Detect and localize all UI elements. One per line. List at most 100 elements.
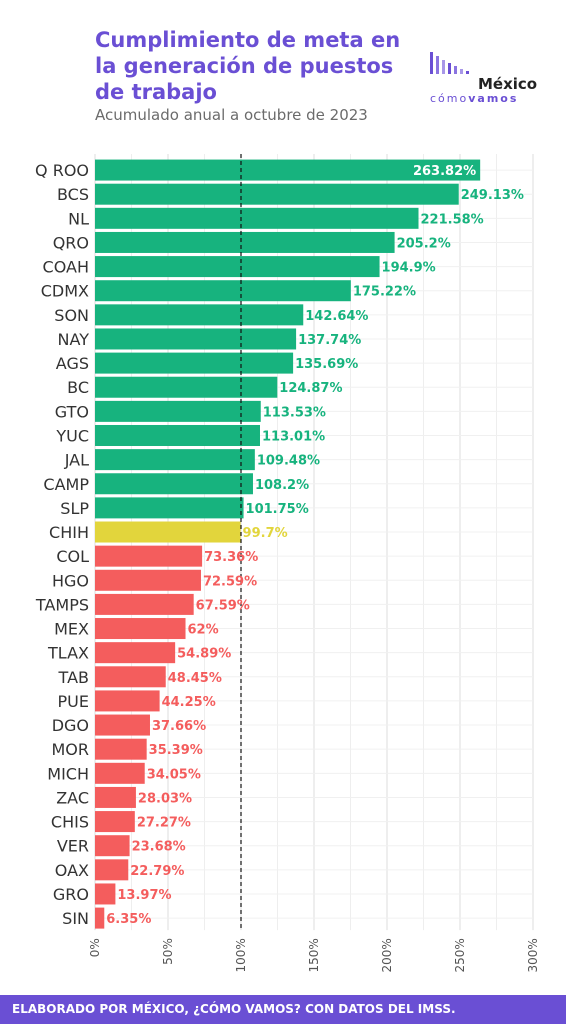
value-label: 13.97% [117,888,171,903]
category-label: SON [54,306,89,325]
category-label: MICH [47,764,89,783]
category-label: AGS [56,354,89,373]
value-label: 101.75% [246,502,309,517]
category-label: VER [57,837,89,856]
value-label: 137.74% [298,333,361,348]
bar-tab [95,666,166,688]
bar-gro [95,883,116,905]
bar-cdmx [95,280,351,302]
value-label: 175.22% [353,285,416,300]
value-label: 124.87% [279,381,342,396]
bar-ver [95,835,130,857]
value-label: 194.9% [382,261,436,276]
bar-sin [95,907,105,929]
category-label: JAL [64,451,89,470]
value-label: 22.79% [130,864,184,879]
bar-oax [95,859,129,881]
bar-bc [95,376,278,398]
bar-tamps [95,593,194,615]
x-tick-label: 0% [88,938,102,957]
value-label: 37.66% [152,719,206,734]
value-label: 99.7% [243,526,288,541]
value-label: 35.39% [149,743,203,758]
category-label: NAY [58,330,90,349]
value-label: 48.45% [168,671,222,686]
category-label: HGO [52,571,89,590]
value-label: 221.58% [421,212,484,227]
category-label: YUC [55,426,89,445]
bar-nl [95,207,419,229]
brand-logo: México cómovamos [428,50,554,106]
bar-hgo [95,569,201,591]
bar-zac [95,786,136,808]
bar-gto [95,400,261,422]
logo-word: México [478,75,538,93]
category-label: SIN [62,909,89,928]
bar-chih [95,521,241,543]
bar-qro [95,231,395,253]
category-label: BCS [57,185,89,204]
category-label: TAB [58,668,89,687]
category-label: CHIH [49,523,89,542]
value-label: 44.25% [162,695,216,710]
bar-son [95,304,304,326]
category-label: TAMPS [35,595,89,614]
bar-nay [95,328,297,350]
chart-subtitle: Acumulado anual a octubre de 2023 [95,106,368,124]
category-label: Q ROO [35,161,89,180]
value-label: 142.64% [305,309,368,324]
bar-mor [95,738,147,760]
bar-camp [95,473,253,495]
logo-sub-light: cómo [430,92,469,105]
category-label: MOR [51,740,89,759]
value-label: 249.13% [461,188,524,203]
value-label: 62% [188,623,219,638]
category-label: SLP [60,499,89,518]
x-tick-label: 250% [453,938,467,972]
bar-dgo [95,714,150,736]
bar-slp [95,497,244,519]
logo-subtitle: cómovamos [430,92,518,105]
bar-coah [95,256,380,278]
value-label: 34.05% [147,767,201,782]
category-label: NL [68,209,89,228]
bar-tlax [95,642,176,664]
value-label: 67.59% [196,598,250,613]
category-label: CAMP [43,475,89,494]
category-label: ZAC [56,788,89,807]
chart-title: Cumplimiento de meta en la generación de… [95,28,401,104]
category-label: CDMX [41,282,89,301]
x-tick-label: 150% [307,938,321,972]
category-label: OAX [55,861,89,880]
x-tick-label: 100% [234,938,248,972]
category-label: COAH [43,258,89,277]
value-label: 135.69% [295,357,358,372]
bar-yuc [95,424,260,446]
bar-pue [95,690,160,712]
category-label: CHIS [51,813,89,832]
bar-jal [95,449,255,471]
bar-bcs [95,183,459,205]
chart-bars [95,159,481,929]
x-tick-label: 200% [380,938,394,972]
category-label: MEX [54,620,89,639]
bar-col [95,545,203,567]
value-label: 205.2% [397,236,451,251]
category-label: GRO [53,885,89,904]
bar-q-roo [95,159,481,181]
logo-sub-bold: vamos [468,92,519,105]
value-label: 113.01% [262,429,325,444]
category-label: PUE [58,692,89,711]
footer-credit: ELABORADO POR MÉXICO, ¿CÓMO VAMOS? CON D… [0,995,566,1024]
x-tick-label: 300% [526,938,540,972]
category-label: DGO [52,716,89,735]
value-label: 54.89% [177,647,231,662]
value-label: 6.35% [106,912,151,927]
value-label: 108.2% [255,478,309,493]
value-label: 109.48% [257,454,320,469]
x-axis-ticks: 0% 50% 100% 150% 200% 250% 300% [88,938,540,972]
value-label: 72.59% [203,574,257,589]
category-label: QRO [53,233,89,252]
bar-ags [95,352,294,374]
value-label: 73.36% [204,550,258,565]
